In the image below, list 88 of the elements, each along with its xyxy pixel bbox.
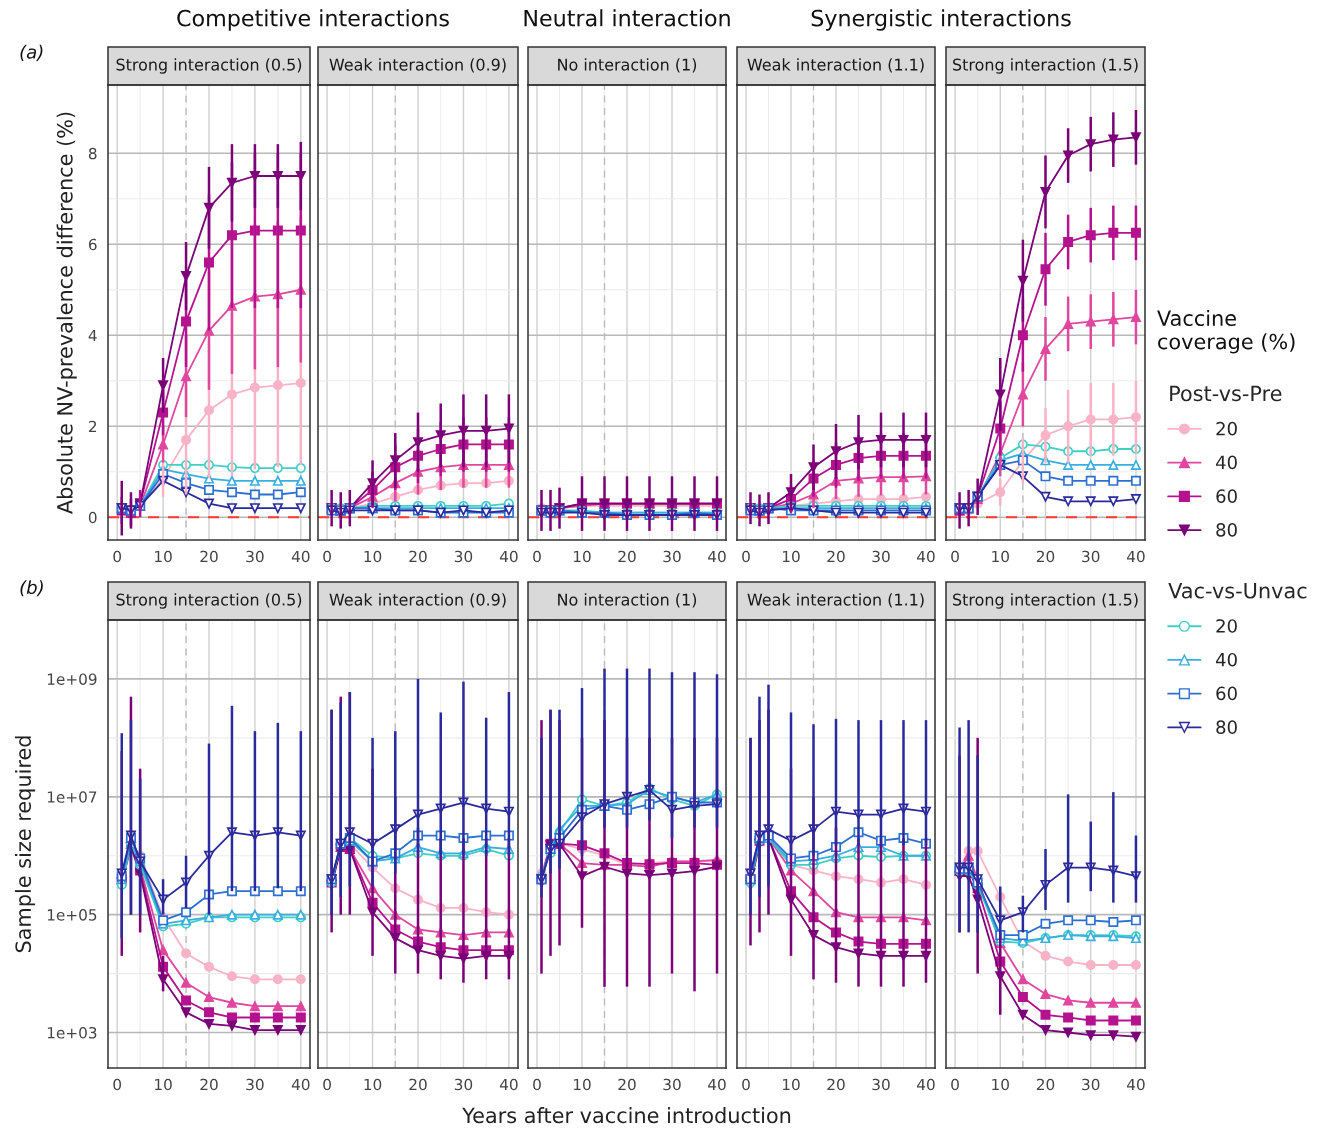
chart-title: Weak interaction (0.9) <box>329 58 506 73</box>
chart-title: Weak interaction (0.9) <box>329 593 506 608</box>
legend-label: 60 <box>1216 686 1237 701</box>
x-tick-label: 10 <box>573 1078 591 1091</box>
chart-title: No interaction (1) <box>558 593 697 608</box>
x-tick-label: 20 <box>618 1078 636 1091</box>
legend-title: Vac-vs-Unvac <box>1168 583 1307 599</box>
y-tick-label: 1e+03 <box>47 1026 97 1039</box>
x-tick-label: 0 <box>113 550 122 563</box>
chart-title: Weak interaction (1.1) <box>747 593 924 608</box>
legend-title: Post-vs-Pre <box>1170 385 1282 402</box>
x-tick-label: 20 <box>827 550 845 563</box>
x-tick-label: 0 <box>742 550 750 563</box>
x-tick-label: 0 <box>113 1078 122 1091</box>
x-tick-label: 0 <box>323 1078 331 1091</box>
text: (b) <box>20 580 43 597</box>
x-tick-label: 40 <box>499 1078 518 1091</box>
x-axis-title: Years after vaccine introduction <box>462 1107 791 1124</box>
x-tick-label: 10 <box>992 550 1009 563</box>
legend-label: 80 <box>1216 523 1237 537</box>
text: Vaccine coverage (%) <box>1157 309 1295 354</box>
text: (a) <box>20 44 43 61</box>
x-tick-label: 30 <box>872 1078 890 1091</box>
x-tick-label: 40 <box>917 550 935 563</box>
x-tick-label: 10 <box>782 1078 800 1091</box>
x-tick-label: 0 <box>323 550 331 563</box>
x-tick-label: 30 <box>246 1078 264 1091</box>
x-tick-label: 20 <box>618 550 636 563</box>
y-tick-label: 4 <box>88 329 97 342</box>
y-tick-label: 1e+05 <box>47 909 97 921</box>
x-tick-label: 10 <box>782 550 800 563</box>
x-tick-label: 30 <box>454 1078 473 1091</box>
x-tick-label: 20 <box>409 550 427 563</box>
x-tick-label: 0 <box>951 550 959 563</box>
x-tick-label: 20 <box>200 550 218 563</box>
x-tick-label: 0 <box>533 550 541 563</box>
chart-title: Weak interaction (1.1) <box>747 58 924 73</box>
chart-subtitle: Synergistic interactions <box>811 9 1071 31</box>
y-axis-title: Sample size required <box>14 736 36 953</box>
x-tick-label: 40 <box>708 550 726 563</box>
x-tick-label: 40 <box>291 1078 310 1091</box>
y-axis-title: Absolute NV-prevalence difference (%) <box>56 112 77 514</box>
legend-label: 40 <box>1215 652 1237 667</box>
y-tick-label: 1e+07 <box>47 791 97 803</box>
x-tick-label: 30 <box>872 550 890 563</box>
y-tick-label: 1e+09 <box>47 673 97 685</box>
x-tick-label: 30 <box>663 1078 681 1091</box>
chart-title: Strong interaction (0.5) <box>116 593 302 609</box>
x-tick-label: 10 <box>992 1078 1009 1091</box>
legend-label: 20 <box>1216 421 1237 436</box>
x-tick-label: 20 <box>1036 550 1055 563</box>
x-tick-label: 10 <box>155 1078 172 1091</box>
x-tick-label: 30 <box>246 550 264 563</box>
chart-subtitle: Neutral interaction <box>524 9 730 27</box>
x-tick-label: 40 <box>499 550 518 563</box>
x-tick-label: 0 <box>533 1078 541 1091</box>
x-tick-label: 30 <box>1082 550 1100 563</box>
x-tick-label: 20 <box>200 1078 218 1091</box>
x-tick-label: 10 <box>573 550 591 563</box>
y-tick-label: 0 <box>88 511 97 524</box>
chart-title: Strong interaction (1.5) <box>953 593 1138 609</box>
x-tick-label: 40 <box>1126 1078 1145 1091</box>
x-tick-label: 40 <box>1126 550 1145 563</box>
x-tick-label: 40 <box>291 550 310 563</box>
chart-title: Strong interaction (1.5) <box>953 58 1138 74</box>
chart-title: Strong interaction (0.5) <box>116 58 302 74</box>
chart-subtitle: Competitive interactions <box>177 9 449 31</box>
x-tick-label: 30 <box>1082 1078 1100 1091</box>
x-tick-label: 30 <box>663 550 681 563</box>
x-tick-label: 10 <box>364 1078 382 1091</box>
x-tick-label: 30 <box>454 550 473 563</box>
legend-label: 60 <box>1216 489 1237 503</box>
y-tick-label: 2 <box>88 420 97 433</box>
x-tick-label: 40 <box>708 1078 726 1091</box>
chart-title: No interaction (1) <box>558 58 697 73</box>
x-tick-label: 20 <box>1036 1078 1055 1091</box>
x-tick-label: 0 <box>742 1078 750 1091</box>
legend-label: 20 <box>1216 619 1237 633</box>
legend-label: 80 <box>1216 720 1237 734</box>
x-tick-label: 10 <box>155 550 172 563</box>
y-tick-label: 8 <box>88 147 97 160</box>
y-tick-label: 6 <box>88 238 97 251</box>
legend-label: 40 <box>1215 455 1237 470</box>
x-tick-label: 20 <box>409 1078 427 1091</box>
x-tick-label: 0 <box>951 1078 959 1091</box>
x-tick-label: 10 <box>364 550 382 563</box>
x-tick-label: 20 <box>827 1078 845 1091</box>
x-tick-label: 40 <box>917 1078 935 1091</box>
